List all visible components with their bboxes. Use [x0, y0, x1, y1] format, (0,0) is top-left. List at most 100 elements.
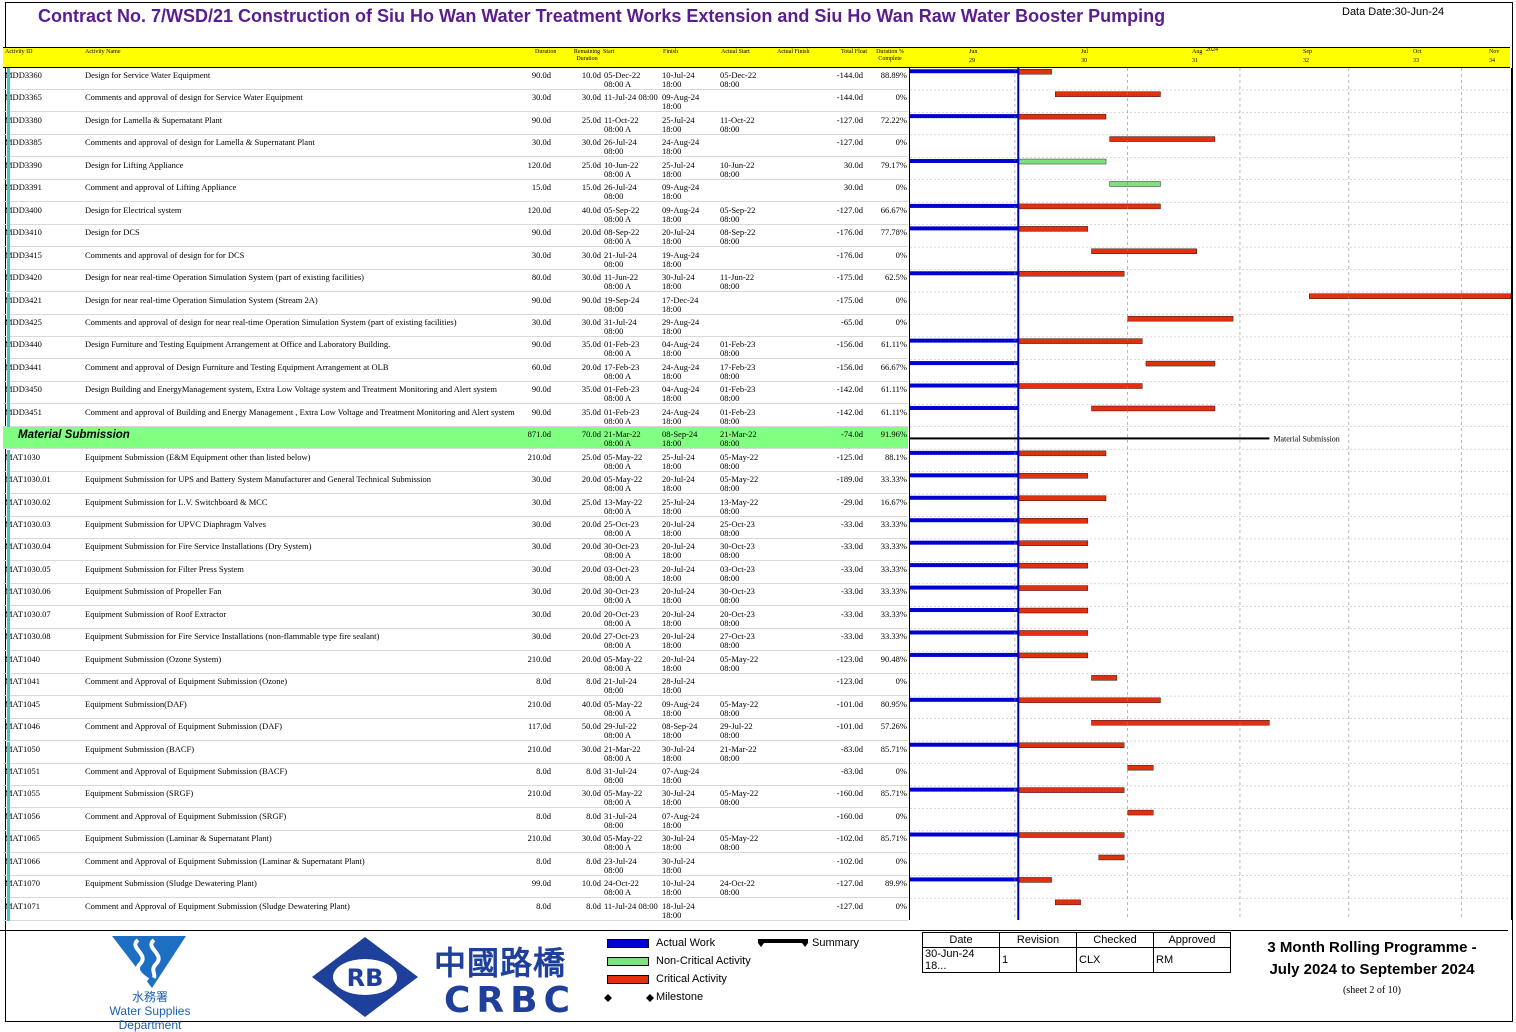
gantt-critical-bar[interactable] — [1309, 293, 1511, 299]
gantt-critical-bar[interactable] — [1109, 136, 1216, 142]
gantt-critical-bar[interactable] — [1018, 585, 1089, 591]
table-row[interactable]: Comment and Approval of Equipment Submis… — [3, 899, 908, 921]
table-row[interactable]: Comment and approval of Lifting Applianc… — [3, 180, 908, 203]
gantt-critical-bar[interactable] — [1098, 854, 1125, 861]
gantt-actual-bar[interactable] — [910, 383, 1019, 388]
gantt-actual-bar[interactable] — [910, 203, 1019, 208]
col-finish[interactable]: Finish — [663, 49, 679, 55]
gantt-actual-bar[interactable] — [910, 563, 1019, 568]
gantt-actual-bar[interactable] — [910, 338, 1019, 343]
gantt-critical-bar[interactable] — [1018, 787, 1125, 793]
table-row[interactable]: Equipment Submission for Fire Service In… — [3, 539, 908, 562]
gantt-actual-bar[interactable] — [910, 787, 1019, 792]
gantt-noncritical-bar[interactable] — [1109, 181, 1161, 187]
gantt-actual-bar[interactable] — [910, 361, 1019, 366]
table-row[interactable]: Equipment Submission (Ozone System) MAT10… — [3, 652, 908, 674]
gantt-actual-bar[interactable] — [910, 69, 1019, 74]
gantt-actual-bar[interactable] — [910, 608, 1019, 613]
col-remaining-duration[interactable]: Remaining Duration — [573, 49, 601, 62]
gantt-critical-bar[interactable] — [1127, 315, 1234, 322]
gantt-actual-bar[interactable] — [910, 495, 1019, 500]
gantt-actual-bar[interactable] — [910, 877, 1019, 882]
col-actual-finish[interactable]: Actual Finish — [777, 49, 810, 55]
gantt-critical-bar[interactable] — [1018, 877, 1052, 883]
table-row[interactable]: Equipment Submission of Propeller Fan MAT… — [3, 584, 908, 607]
gantt-critical-bar[interactable] — [1091, 675, 1118, 681]
table-row[interactable]: Comment and Approval of Equipment Submis… — [3, 854, 908, 876]
gantt-actual-bar[interactable] — [910, 832, 1019, 837]
gantt-critical-bar[interactable] — [1091, 405, 1216, 412]
gantt-critical-bar[interactable] — [1018, 495, 1107, 501]
gantt-critical-bar[interactable] — [1018, 832, 1125, 838]
gantt-critical-bar[interactable] — [1018, 338, 1143, 344]
table-row[interactable]: Equipment Submission (Sludge Dewatering … — [3, 876, 908, 899]
gantt-actual-bar[interactable] — [910, 585, 1019, 590]
gantt-actual-bar[interactable] — [910, 630, 1019, 635]
table-row[interactable]: Equipment Submission(DAF) MAT1045 210.0d 40… — [3, 697, 908, 719]
gantt-critical-bar[interactable] — [1018, 113, 1107, 120]
table-row[interactable]: Comment and Approval of Equipment Submis… — [3, 764, 908, 786]
col-activity-id[interactable]: Activity ID — [5, 49, 33, 55]
table-row[interactable]: Equipment Submission for Filter Press Sy… — [3, 562, 908, 584]
gantt-actual-bar[interactable] — [910, 226, 1019, 231]
table-row[interactable]: Design for near real-time Operation Simu… — [3, 270, 908, 293]
table-row[interactable]: Design for Electrical system MDD3400 120.0… — [3, 203, 908, 225]
col-total-float[interactable]: Total Float — [841, 49, 868, 55]
table-row[interactable]: Design for Lamella & Supernatant Plant MD… — [3, 113, 908, 135]
table-row[interactable]: Design for Service Water Equipment MDD336… — [3, 68, 908, 90]
table-row[interactable]: Comments and approval of design for near… — [3, 315, 908, 337]
table-row[interactable]: Equipment Submission (Laminar & Supernat… — [3, 831, 908, 854]
table-row[interactable]: Design for near real-time Operation Simu… — [3, 293, 908, 315]
table-row[interactable]: Equipment Submission for L.V. Switchboar… — [3, 495, 908, 517]
gantt-actual-bar[interactable] — [910, 540, 1019, 545]
table-row[interactable]: Design for Lifting Appliance MDD3390 120.0… — [3, 158, 908, 180]
gantt-actual-bar[interactable] — [910, 405, 1019, 410]
group-row[interactable]: Material Submission 871.0d 70.0d 21-Mar-22 0… — [3, 427, 908, 450]
table-row[interactable]: Design Building and EnergyManagement sys… — [3, 382, 908, 405]
gantt-critical-bar[interactable] — [1054, 91, 1161, 97]
table-row[interactable]: Equipment Submission of Roof Extractor MA… — [3, 607, 908, 629]
table-row[interactable]: Comment and Approval of Equipment Submis… — [3, 674, 908, 697]
table-row[interactable]: Equipment Submission (E&M Equipment othe… — [3, 450, 908, 472]
gantt-critical-bar[interactable] — [1018, 383, 1143, 389]
gantt-critical-bar[interactable] — [1127, 764, 1154, 771]
table-row[interactable]: Design for DCS MDD3410 90.0d 20.0d 08-Sep-22… — [3, 225, 908, 248]
gantt-critical-bar[interactable] — [1018, 562, 1089, 569]
gantt-actual-bar[interactable] — [910, 518, 1019, 523]
gantt-critical-bar[interactable] — [1018, 742, 1125, 748]
table-row[interactable]: Comments and approval of design for for … — [3, 248, 908, 270]
gantt-critical-bar[interactable] — [1018, 518, 1089, 524]
table-row[interactable]: Equipment Submission (BACF) MAT1050 210.0d… — [3, 742, 908, 764]
gantt-actual-bar[interactable] — [910, 450, 1019, 455]
gantt-critical-bar[interactable] — [1018, 607, 1089, 614]
gantt-critical-bar[interactable] — [1018, 540, 1089, 546]
gantt-critical-bar[interactable] — [1018, 203, 1161, 210]
gantt-critical-bar[interactable] — [1018, 697, 1161, 704]
gantt-critical-bar[interactable] — [1018, 652, 1089, 659]
gantt-critical-bar[interactable] — [1127, 809, 1154, 816]
col-activity-name[interactable]: Activity Name — [85, 49, 121, 55]
gantt-critical-bar[interactable] — [1091, 720, 1270, 726]
gantt-summary-bar[interactable] — [910, 437, 1270, 440]
col-actual-start[interactable]: Actual Start — [721, 49, 750, 55]
gantt-critical-bar[interactable] — [1091, 248, 1197, 255]
table-row[interactable]: Equipment Submission for Fire Service In… — [3, 629, 908, 652]
table-row[interactable]: Comment and approval of Design Furniture… — [3, 360, 908, 382]
gantt-actual-bar[interactable] — [910, 742, 1019, 747]
table-row[interactable]: Comment and Approval of Equipment Submis… — [3, 719, 908, 742]
table-row[interactable]: Equipment Submission for UPVC Diaphragm … — [3, 517, 908, 539]
table-row[interactable]: Equipment Submission for UPS and Battery… — [3, 472, 908, 495]
table-row[interactable]: Comment and approval of Building and Ene… — [3, 405, 908, 427]
gantt-critical-bar[interactable] — [1145, 360, 1216, 367]
col-start[interactable]: Start — [603, 49, 615, 55]
gantt-critical-bar[interactable] — [1018, 473, 1089, 479]
gantt-actual-bar[interactable] — [910, 473, 1019, 478]
gantt-critical-bar[interactable] — [1018, 271, 1125, 277]
table-row[interactable]: Equipment Submission (SRGF) MAT1055 210.0d… — [3, 786, 908, 809]
gantt-actual-bar[interactable] — [910, 159, 1019, 164]
gantt-critical-bar[interactable] — [1018, 630, 1089, 636]
table-row[interactable]: Comments and approval of design for Lame… — [3, 135, 908, 158]
gantt-actual-bar[interactable] — [910, 271, 1019, 276]
gantt-critical-bar[interactable] — [1018, 226, 1089, 232]
gantt-actual-bar[interactable] — [910, 652, 1019, 657]
